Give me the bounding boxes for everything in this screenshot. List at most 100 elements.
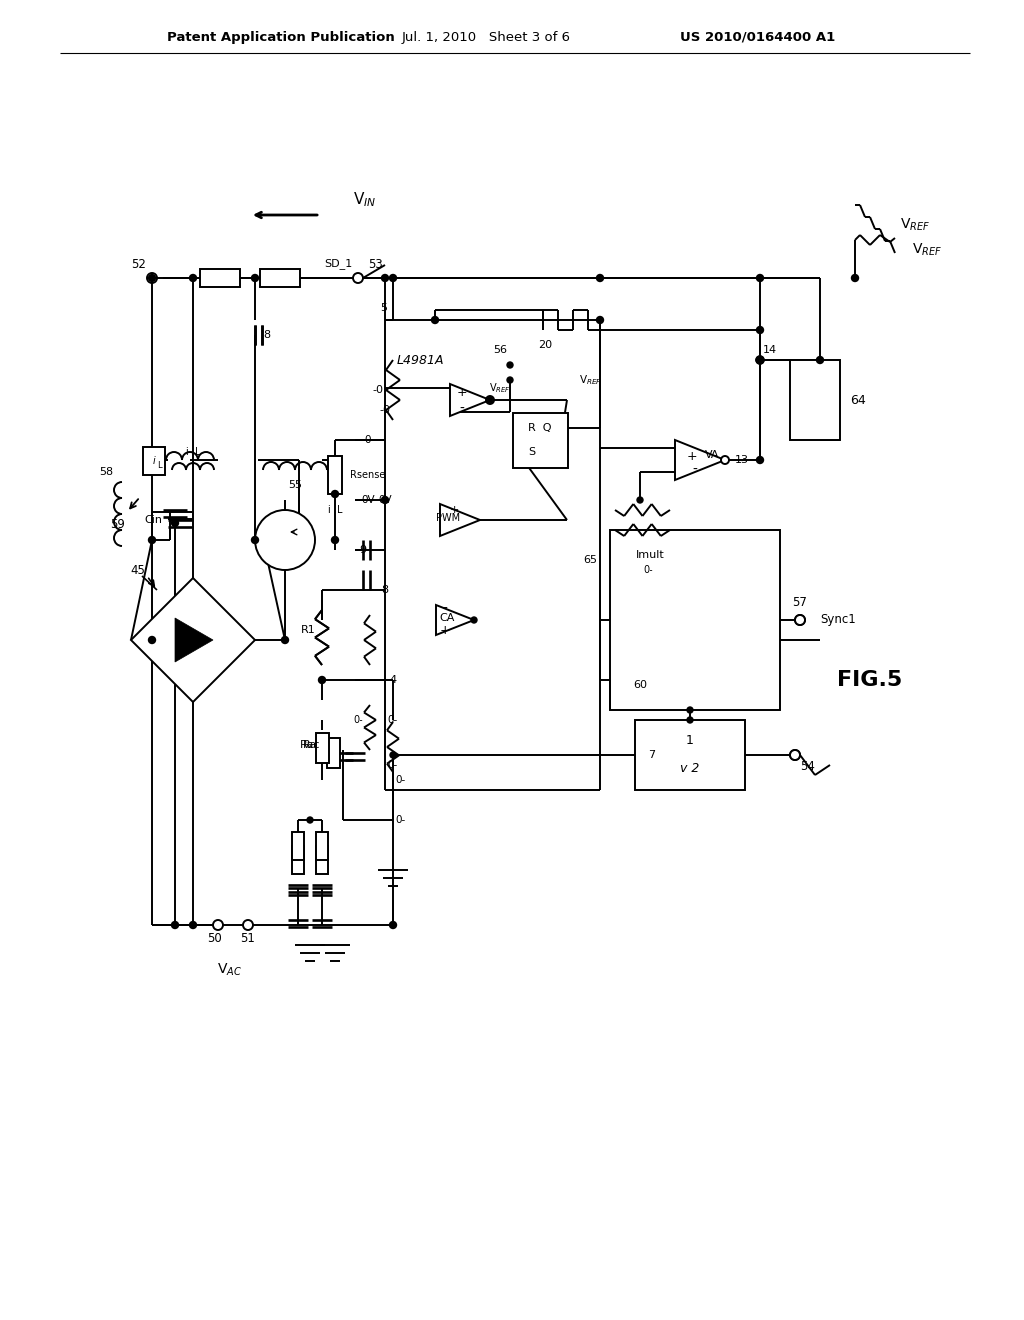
Circle shape bbox=[431, 317, 438, 323]
Text: V$_{REF}$: V$_{REF}$ bbox=[912, 242, 942, 259]
Text: 55: 55 bbox=[288, 480, 302, 490]
Bar bbox=[200, 269, 240, 286]
Text: +: + bbox=[439, 623, 451, 636]
Text: 51: 51 bbox=[241, 932, 255, 945]
Text: V$_{IN}$: V$_{IN}$ bbox=[353, 190, 377, 210]
Text: 9: 9 bbox=[359, 545, 367, 554]
Circle shape bbox=[382, 275, 388, 281]
Polygon shape bbox=[675, 440, 725, 480]
Circle shape bbox=[389, 921, 396, 928]
Circle shape bbox=[318, 676, 326, 684]
Text: +: + bbox=[457, 385, 467, 399]
Text: 0-: 0- bbox=[395, 814, 406, 825]
Circle shape bbox=[487, 397, 493, 403]
Text: 65: 65 bbox=[583, 554, 597, 565]
Text: 52: 52 bbox=[131, 259, 146, 272]
Circle shape bbox=[486, 396, 494, 404]
Circle shape bbox=[795, 615, 805, 624]
Text: -0: -0 bbox=[373, 385, 384, 395]
Text: 0-: 0- bbox=[395, 775, 406, 785]
Text: R1: R1 bbox=[301, 624, 315, 635]
Text: 60: 60 bbox=[633, 680, 647, 690]
Bar bbox=[260, 269, 300, 286]
Text: Patent Application Publication: Patent Application Publication bbox=[167, 30, 394, 44]
Text: -: - bbox=[692, 463, 697, 477]
Circle shape bbox=[790, 750, 800, 760]
Bar bbox=[635, 719, 745, 789]
Bar bbox=[292, 832, 304, 861]
Text: L4981A: L4981A bbox=[396, 354, 443, 367]
Circle shape bbox=[147, 273, 157, 282]
Text: US 2010/0164400 A1: US 2010/0164400 A1 bbox=[680, 30, 836, 44]
Text: 56: 56 bbox=[493, 345, 507, 355]
Text: 0-: 0- bbox=[365, 436, 375, 445]
Circle shape bbox=[757, 457, 764, 463]
Bar bbox=[610, 531, 780, 710]
Circle shape bbox=[389, 275, 396, 281]
Text: 0-: 0- bbox=[388, 715, 398, 725]
Circle shape bbox=[687, 708, 693, 713]
Circle shape bbox=[252, 275, 258, 281]
Text: FIG.5: FIG.5 bbox=[838, 671, 902, 690]
Circle shape bbox=[307, 817, 313, 822]
Text: V$_{REF}$: V$_{REF}$ bbox=[900, 216, 930, 234]
Circle shape bbox=[597, 317, 603, 323]
Circle shape bbox=[390, 752, 396, 758]
Bar bbox=[327, 738, 340, 768]
Text: PWM: PWM bbox=[436, 513, 460, 523]
Circle shape bbox=[252, 536, 258, 544]
Text: V$_{AC}$: V$_{AC}$ bbox=[217, 962, 243, 978]
Circle shape bbox=[795, 615, 805, 624]
Bar bbox=[512, 412, 567, 467]
Polygon shape bbox=[175, 618, 213, 663]
Text: 7: 7 bbox=[648, 750, 655, 760]
Text: 4: 4 bbox=[389, 675, 396, 685]
Circle shape bbox=[471, 616, 477, 623]
Text: +: + bbox=[450, 506, 459, 515]
Text: 64: 64 bbox=[850, 393, 865, 407]
Text: 0-: 0- bbox=[388, 760, 398, 770]
Text: Imult: Imult bbox=[636, 550, 665, 560]
Circle shape bbox=[148, 275, 156, 281]
Circle shape bbox=[382, 496, 388, 503]
Circle shape bbox=[852, 275, 858, 281]
Text: 20: 20 bbox=[538, 341, 552, 350]
Circle shape bbox=[255, 510, 315, 570]
Circle shape bbox=[148, 536, 156, 544]
Bar bbox=[316, 832, 328, 861]
Text: 58: 58 bbox=[99, 467, 113, 477]
Text: L: L bbox=[157, 462, 162, 470]
Text: i  L: i L bbox=[185, 447, 201, 457]
Text: V$_{REF}$: V$_{REF}$ bbox=[489, 381, 511, 395]
Circle shape bbox=[756, 356, 764, 364]
Text: 50: 50 bbox=[207, 932, 221, 945]
Text: i  L: i L bbox=[328, 506, 342, 515]
Circle shape bbox=[189, 275, 197, 281]
Text: Rac: Rac bbox=[300, 741, 321, 750]
Text: 45: 45 bbox=[131, 564, 145, 577]
Circle shape bbox=[721, 455, 729, 465]
Polygon shape bbox=[450, 384, 490, 416]
Text: Rac: Rac bbox=[303, 741, 324, 750]
Text: 59: 59 bbox=[111, 519, 125, 532]
Circle shape bbox=[332, 491, 339, 498]
Text: 53: 53 bbox=[368, 259, 383, 272]
Circle shape bbox=[757, 275, 764, 281]
Circle shape bbox=[637, 498, 643, 503]
Text: -: - bbox=[460, 403, 465, 416]
Circle shape bbox=[282, 636, 289, 644]
Circle shape bbox=[756, 356, 764, 364]
Bar bbox=[315, 733, 329, 763]
Circle shape bbox=[757, 326, 764, 334]
Text: R  Q: R Q bbox=[528, 422, 552, 433]
Polygon shape bbox=[131, 578, 255, 702]
Circle shape bbox=[757, 356, 764, 363]
Text: SD_1: SD_1 bbox=[324, 259, 352, 269]
Text: 0-: 0- bbox=[643, 565, 653, 576]
Circle shape bbox=[189, 921, 197, 928]
Text: 0V: 0V bbox=[378, 495, 392, 506]
Text: 5: 5 bbox=[381, 304, 387, 313]
Text: 14: 14 bbox=[763, 345, 777, 355]
Text: i: i bbox=[153, 455, 156, 466]
Text: 0V: 0V bbox=[361, 495, 375, 506]
